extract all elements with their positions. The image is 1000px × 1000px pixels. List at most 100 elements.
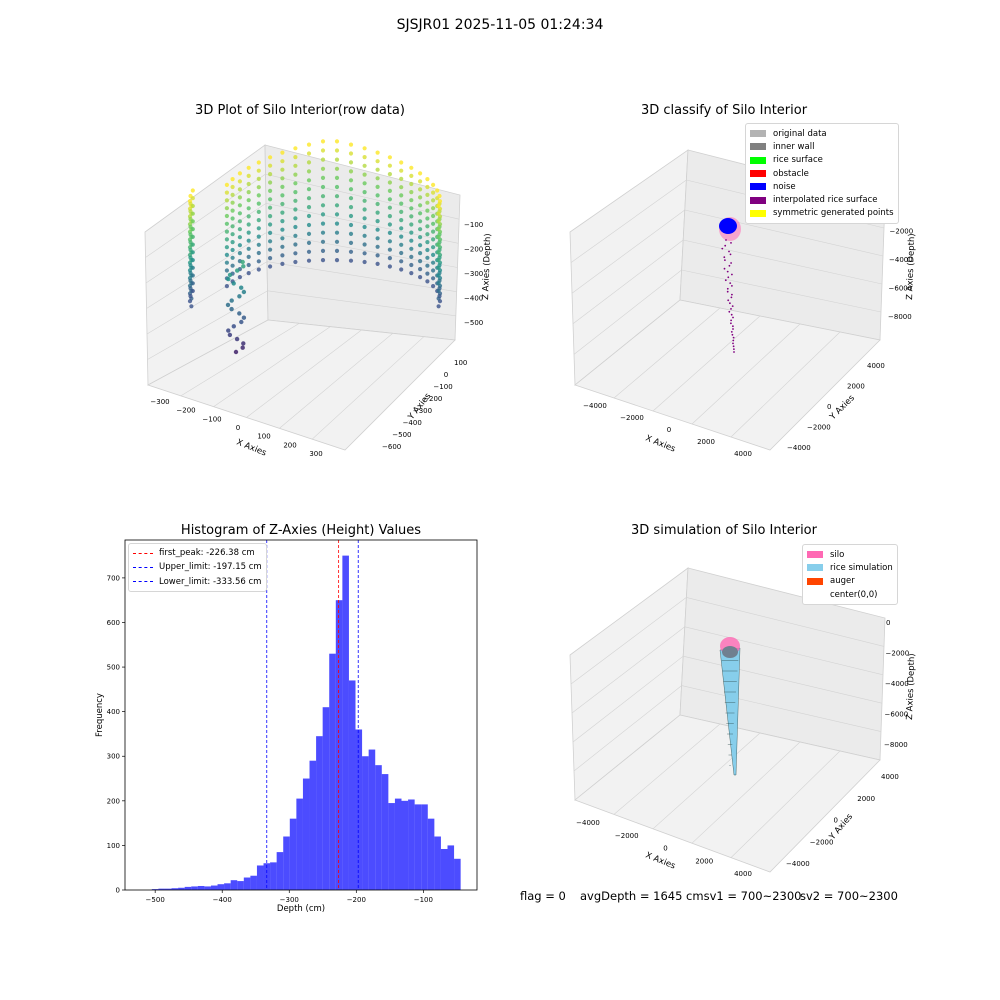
raw-point xyxy=(399,218,404,223)
legend-label: symmetric generated points xyxy=(773,208,894,219)
simulation-x-tick: −2000 xyxy=(615,832,639,840)
raw-y-tick: −500 xyxy=(392,431,411,439)
raw-point xyxy=(237,227,242,232)
raw-x-tick: −100 xyxy=(202,415,221,423)
raw-point xyxy=(375,210,380,215)
raw-point xyxy=(375,219,380,224)
histogram-bar xyxy=(178,887,185,890)
histogram-bar xyxy=(316,736,323,890)
raw-point xyxy=(387,230,392,235)
raw-point xyxy=(418,219,423,224)
raw-point xyxy=(431,245,436,250)
raw-point xyxy=(348,187,354,192)
raw-point xyxy=(268,222,273,227)
raw-point xyxy=(334,212,340,217)
raw-point xyxy=(233,349,239,355)
raw-point xyxy=(418,187,423,192)
raw-point xyxy=(431,190,436,195)
raw-point xyxy=(437,193,442,199)
classify-interpolated-point xyxy=(729,253,732,256)
gridline xyxy=(684,209,884,257)
gridline xyxy=(572,655,684,743)
raw-point xyxy=(418,243,423,248)
raw-point xyxy=(224,198,229,203)
raw-point xyxy=(268,205,273,210)
classify-legend: original data inner wall rice surface obsta… xyxy=(745,123,899,225)
classify-interpolated-point xyxy=(731,285,733,287)
raw-z-tick: −400 xyxy=(464,295,483,303)
raw-point xyxy=(418,195,423,200)
raw-point xyxy=(425,232,430,237)
raw-point xyxy=(306,160,312,165)
legend-label: interpolated rice surface xyxy=(773,195,878,206)
raw-point xyxy=(280,184,285,189)
gridline xyxy=(572,239,684,325)
raw-z-tick: −100 xyxy=(464,221,483,229)
classify-interpolated-point xyxy=(724,244,727,247)
raw-point xyxy=(306,142,312,147)
raw-point xyxy=(190,288,195,294)
raw-point xyxy=(409,246,414,251)
histogram-bar xyxy=(296,798,303,890)
raw-point xyxy=(256,218,261,223)
raw-point xyxy=(237,251,242,256)
raw-point xyxy=(293,224,298,230)
y-tick-label: 600 xyxy=(107,619,120,627)
raw-point xyxy=(436,257,441,263)
raw-point xyxy=(425,279,430,284)
histogram-bar xyxy=(421,804,428,890)
raw-point xyxy=(418,203,423,208)
raw-point xyxy=(387,214,392,219)
legend-label: rice surface xyxy=(773,155,823,166)
raw-point xyxy=(362,172,367,177)
raw-point xyxy=(399,242,404,247)
legend-swatch xyxy=(750,156,766,164)
raw-point xyxy=(375,150,380,155)
raw-point xyxy=(190,188,195,193)
legend-label: first_peak: -226.38 cm xyxy=(159,548,255,559)
simulation-legend: silo rice simulation auger center(0,0) xyxy=(802,544,898,606)
raw-point xyxy=(246,262,251,268)
histogram-bar xyxy=(329,653,336,890)
classify-interpolated-point xyxy=(731,333,734,336)
legend-item: rice surface xyxy=(750,154,894,167)
y-tick-label: 0 xyxy=(116,887,120,895)
gridline xyxy=(265,203,459,244)
gridline xyxy=(691,741,801,844)
raw-point xyxy=(399,226,404,231)
raw-point xyxy=(362,259,367,265)
raw-point xyxy=(239,285,244,290)
classify-interpolated-point xyxy=(726,290,729,293)
raw-point xyxy=(348,231,354,236)
raw-point xyxy=(348,196,354,201)
raw-point xyxy=(256,234,261,239)
gridline xyxy=(147,290,268,360)
raw-point xyxy=(334,248,340,253)
raw-point xyxy=(224,260,229,265)
histogram-bar xyxy=(250,875,257,890)
classify-panel-title: 3D classify of Silo Interior xyxy=(640,103,808,118)
raw-point xyxy=(362,198,367,203)
classify-y-tick: −2000 xyxy=(807,424,831,432)
legend-swatch xyxy=(807,591,823,599)
raw-point xyxy=(320,212,326,217)
raw-point xyxy=(431,213,436,219)
raw-point xyxy=(399,185,404,190)
histogram-bar xyxy=(322,707,330,890)
raw-point xyxy=(436,265,441,270)
simulation-z-tick: 0 xyxy=(886,619,890,627)
raw-point xyxy=(237,171,242,176)
raw-point xyxy=(235,268,240,273)
raw-point xyxy=(256,185,261,190)
raw-point xyxy=(375,253,380,258)
raw-point xyxy=(280,210,285,215)
gridline xyxy=(683,655,883,704)
classify-y-tick: −4000 xyxy=(787,444,811,452)
classify-interpolated-point xyxy=(731,293,733,296)
classify-interpolated-point xyxy=(728,264,731,267)
raw-point xyxy=(293,259,298,265)
raw-point xyxy=(418,235,423,240)
raw-point xyxy=(409,198,414,203)
raw-point xyxy=(224,229,229,234)
